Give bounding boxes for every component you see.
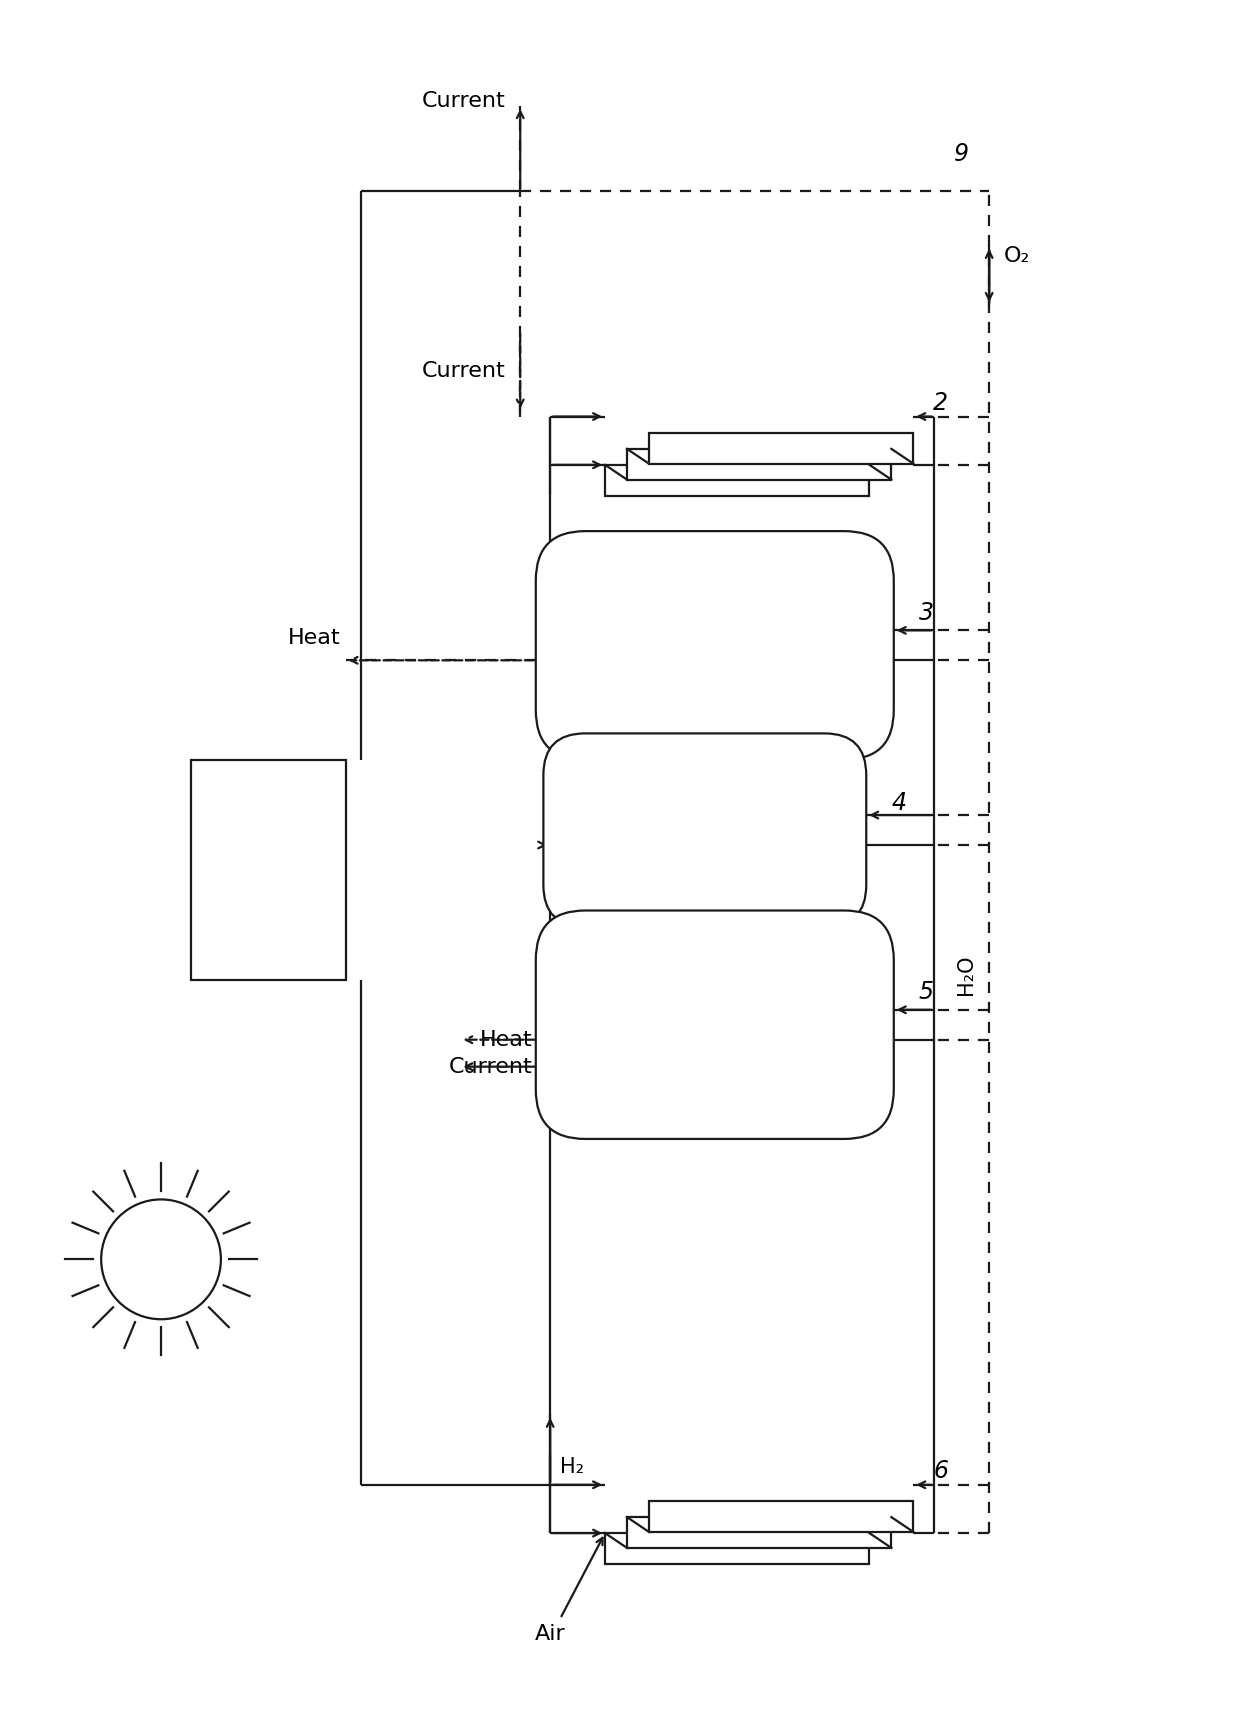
FancyBboxPatch shape: [536, 910, 894, 1139]
Bar: [605, 1534, 869, 1565]
Text: 2: 2: [934, 392, 949, 416]
Text: Heat: Heat: [288, 628, 341, 648]
Text: O₂: O₂: [1004, 246, 1030, 267]
Text: 9: 9: [955, 142, 970, 166]
Text: 1: 1: [208, 937, 224, 961]
Text: Current: Current: [449, 1057, 532, 1077]
Bar: [627, 1517, 892, 1548]
Text: 6: 6: [934, 1459, 949, 1483]
Text: Current: Current: [422, 91, 505, 111]
Text: Current: Current: [422, 361, 505, 381]
Bar: [191, 761, 346, 980]
Bar: [649, 1501, 914, 1532]
FancyBboxPatch shape: [536, 532, 894, 759]
Text: Air: Air: [534, 1624, 565, 1643]
Text: 3: 3: [919, 600, 934, 624]
Text: H₂: H₂: [560, 1457, 584, 1477]
Text: 4: 4: [892, 790, 906, 814]
Text: H₂O: H₂O: [956, 954, 976, 995]
Bar: [627, 448, 892, 479]
Text: H₂: H₂: [560, 602, 584, 622]
Text: Heat: Heat: [480, 1029, 532, 1050]
FancyBboxPatch shape: [543, 734, 867, 927]
Bar: [605, 465, 869, 496]
Text: 5: 5: [919, 980, 934, 1004]
Bar: [649, 433, 914, 463]
